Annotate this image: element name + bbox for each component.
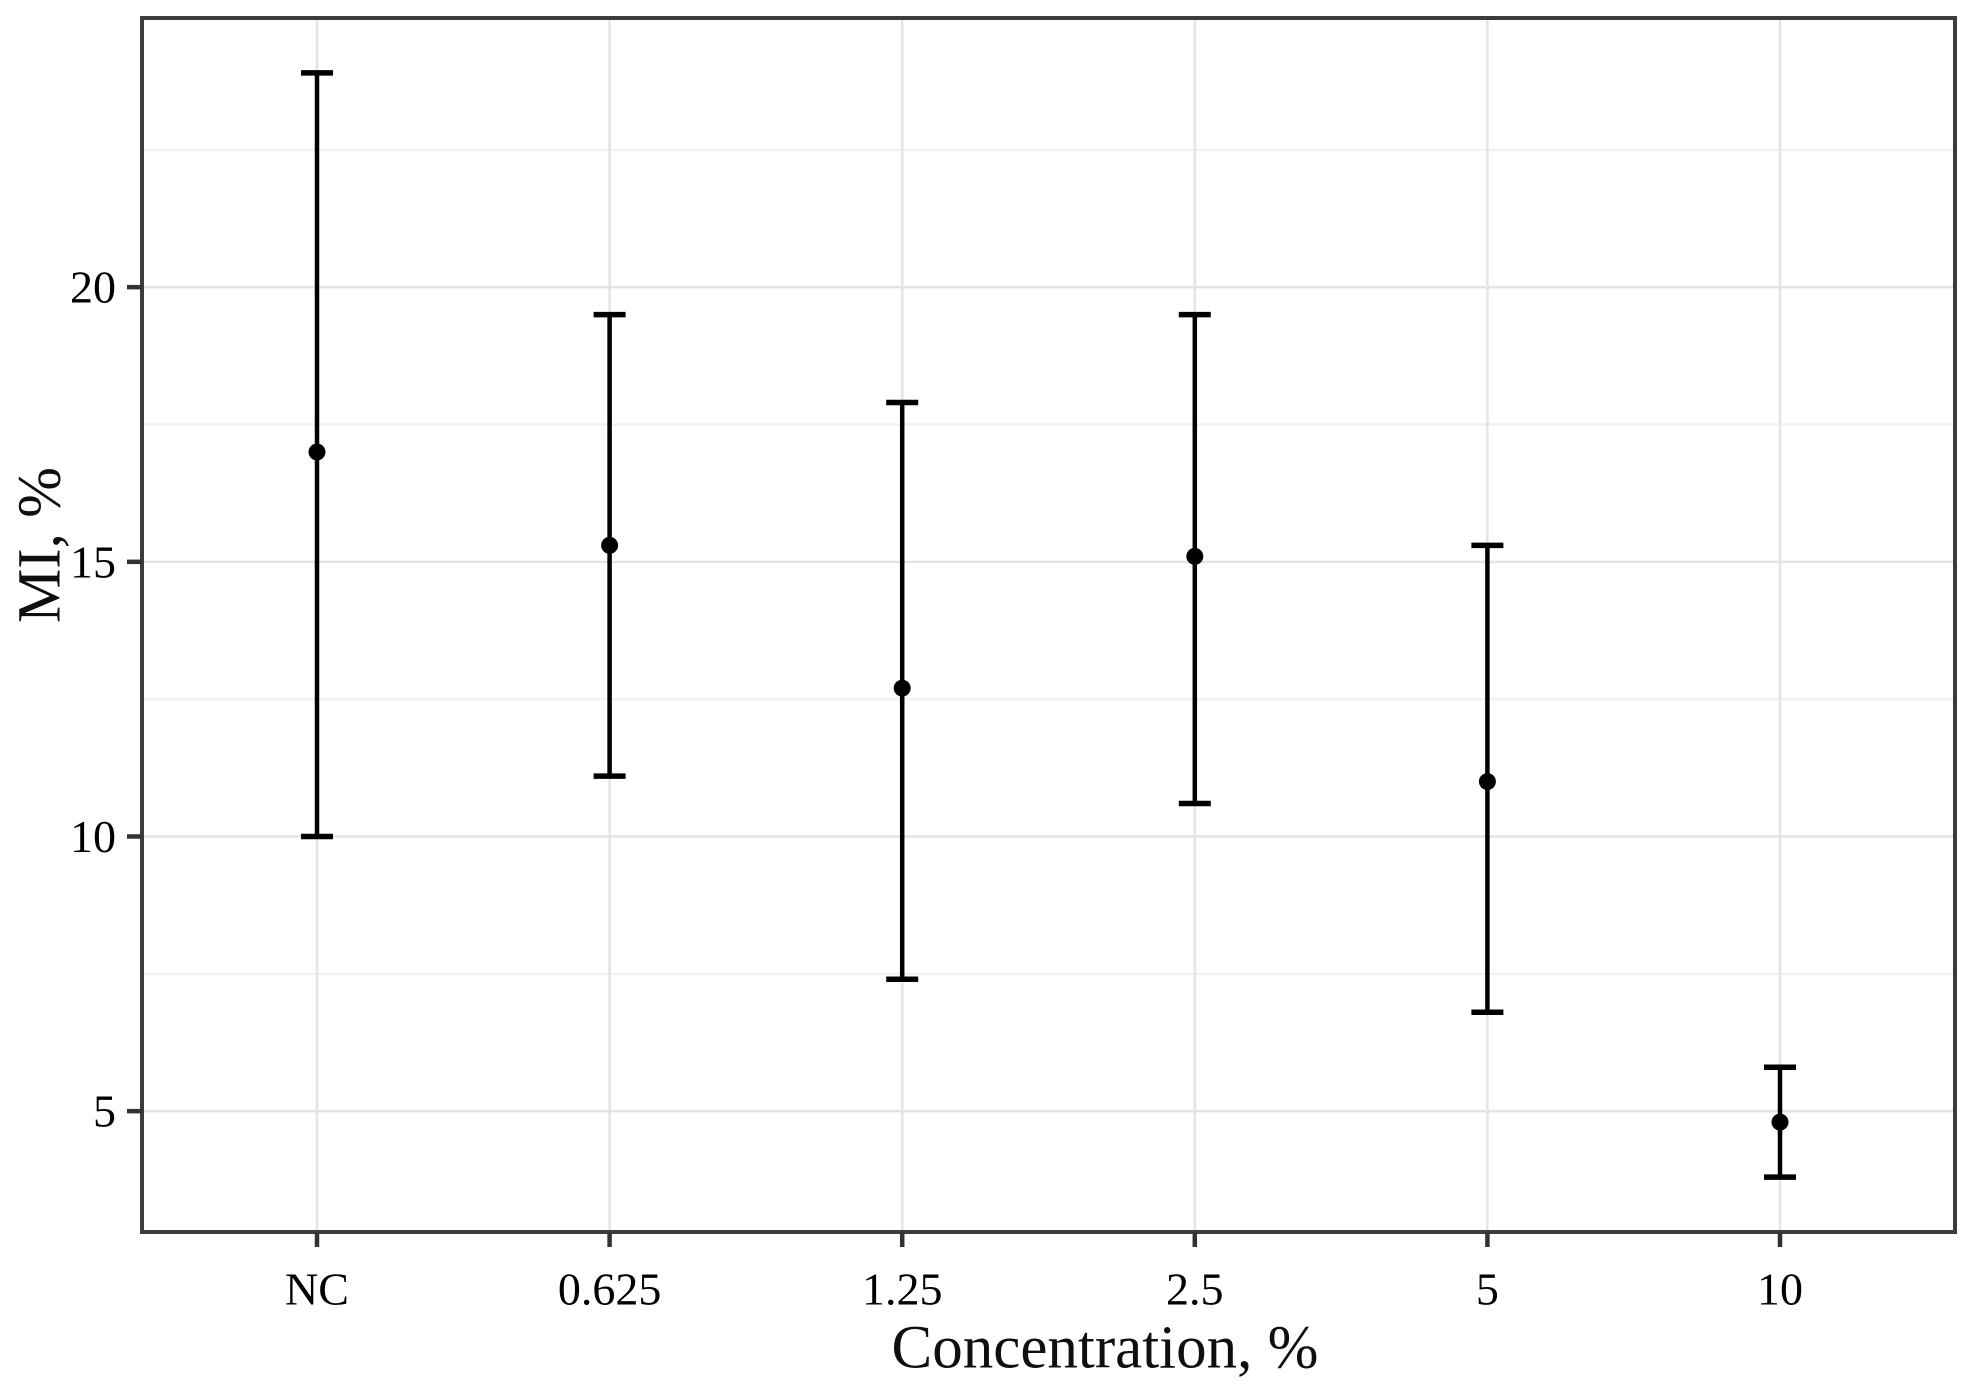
y-tick-label: 10: [70, 811, 116, 862]
x-tick-label: 1.25: [862, 1264, 943, 1315]
mean-point: [601, 536, 619, 554]
mean-point: [1771, 1113, 1789, 1131]
mean-point: [893, 679, 911, 697]
x-tick-label: 2.5: [1166, 1264, 1224, 1315]
x-tick-label: 0.625: [558, 1264, 662, 1315]
x-tick-label: 5: [1476, 1264, 1499, 1315]
y-tick-label: 5: [93, 1086, 116, 1137]
mean-point: [1478, 773, 1496, 791]
mean-point: [1186, 547, 1204, 565]
y-tick-label: 15: [70, 536, 116, 587]
x-axis-title: Concentration, %: [891, 1314, 1319, 1382]
y-axis-title: MI, %: [6, 467, 74, 623]
x-tick-label: 10: [1757, 1264, 1803, 1315]
panel-border: [140, 16, 1957, 1234]
mean-point: [308, 443, 326, 461]
y-tick-label: 20: [70, 262, 116, 313]
x-tick-label: NC: [285, 1264, 349, 1315]
